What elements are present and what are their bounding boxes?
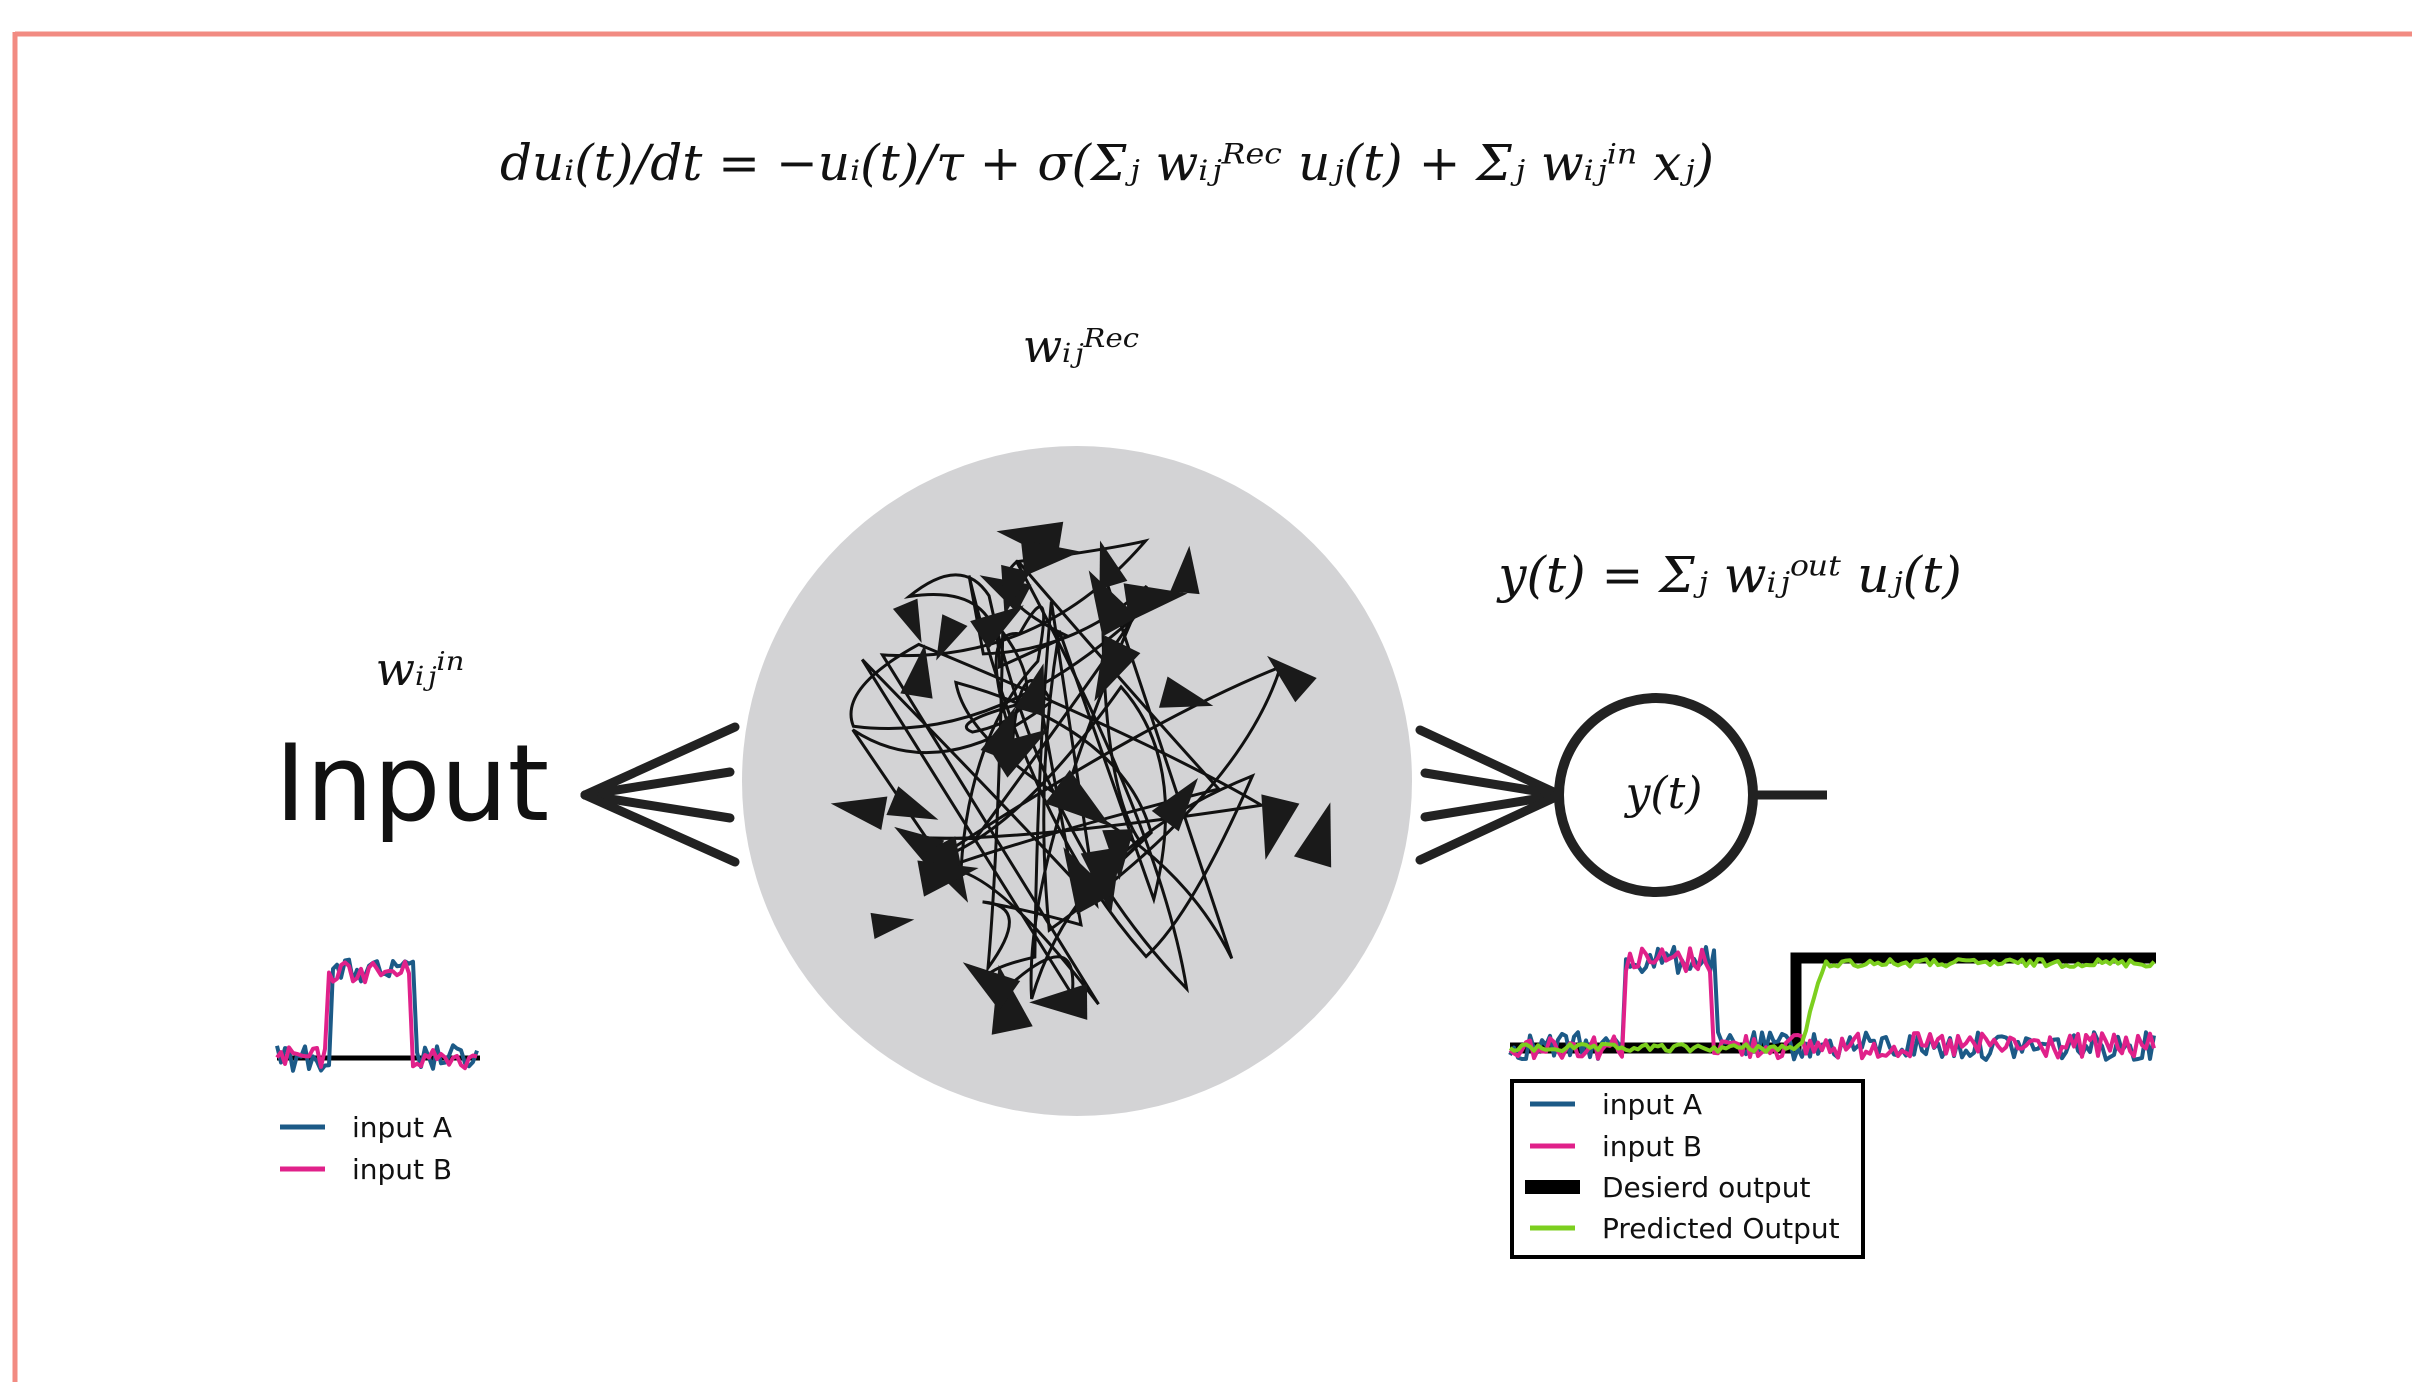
legend-label: input A [352, 1111, 452, 1144]
legend-label: Desierd output [1602, 1171, 1810, 1204]
output-node-label: y(t) [1624, 768, 1703, 819]
recurrent-weight-label: wᵢⱼᴿᵉᶜ [1023, 319, 1140, 373]
legend-label: Predicted Output [1602, 1212, 1840, 1245]
readout-equation: y(t) = Σⱼ wᵢⱼᵒᵘᵗ uⱼ(t) [1496, 546, 1962, 604]
input-label: Input [275, 722, 549, 845]
figure: duᵢ(t)/dt = −uᵢ(t)/τ + σ(Σⱼ wᵢⱼᴿᵉᶜ uⱼ(t)… [0, 0, 2412, 1382]
dynamics-equation: duᵢ(t)/dt = −uᵢ(t)/τ + σ(Σⱼ wᵢⱼᴿᵉᶜ uⱼ(t)… [500, 134, 1714, 192]
output-legend: input A input B Desierd output Predicted… [1512, 1081, 1863, 1257]
legend-label: input B [1602, 1130, 1702, 1163]
page: duᵢ(t)/dt = −uᵢ(t)/τ + σ(Σⱼ wᵢⱼᴿᵉᶜ uⱼ(t)… [0, 0, 2412, 1382]
legend-label: input B [352, 1153, 452, 1186]
legend-label: input A [1602, 1088, 1702, 1121]
input-weight-label: wᵢⱼⁱⁿ [376, 642, 465, 696]
